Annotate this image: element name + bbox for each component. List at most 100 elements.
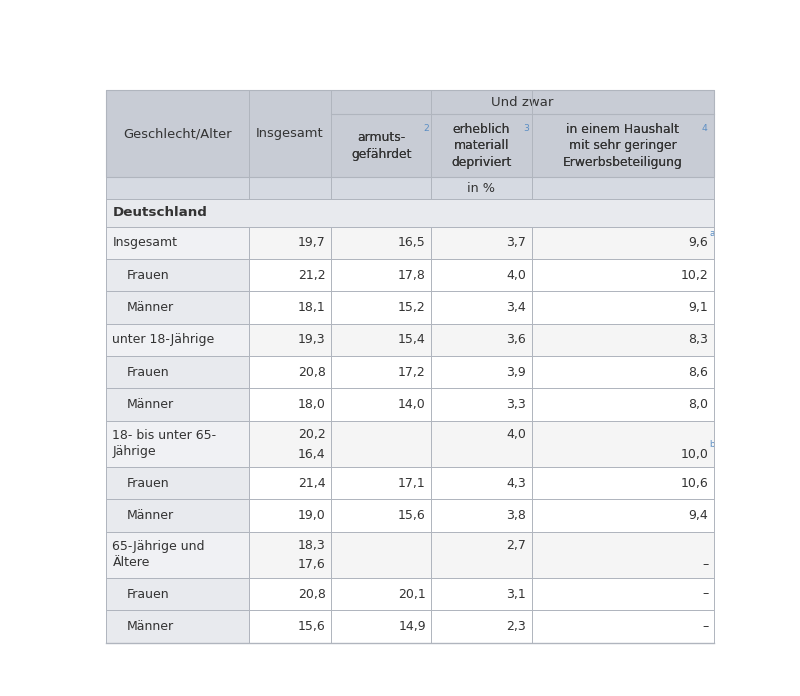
Bar — [249, 356, 331, 388]
Bar — [331, 499, 431, 532]
Text: Frauen: Frauen — [126, 587, 169, 601]
Text: –: – — [702, 558, 708, 571]
Text: 17,1: 17,1 — [398, 477, 426, 490]
Bar — [106, 467, 249, 499]
Text: 20,8: 20,8 — [298, 587, 326, 601]
Bar — [106, 532, 714, 578]
Bar — [249, 90, 331, 177]
Bar — [249, 388, 331, 421]
Text: erheblich
materiall
depriviert: erheblich materiall depriviert — [451, 123, 511, 169]
Bar — [249, 421, 331, 467]
Bar — [531, 578, 714, 610]
Bar — [249, 227, 331, 259]
Bar — [249, 578, 331, 610]
Bar — [106, 324, 249, 356]
Bar — [106, 388, 714, 421]
Text: 19,7: 19,7 — [298, 237, 326, 249]
Text: armuts-
gefährdet: armuts- gefährdet — [351, 131, 411, 161]
Text: Insgesamt: Insgesamt — [112, 237, 178, 249]
Bar — [431, 578, 531, 610]
Bar — [331, 421, 431, 467]
Bar — [331, 259, 431, 292]
Bar — [106, 199, 714, 227]
Text: Männer: Männer — [126, 509, 174, 522]
Bar — [431, 90, 531, 114]
Bar — [331, 388, 431, 421]
Bar — [431, 114, 531, 177]
Bar — [331, 467, 431, 499]
Bar — [431, 388, 531, 421]
Bar — [531, 227, 714, 259]
Bar — [431, 467, 531, 499]
Text: 20,8: 20,8 — [298, 366, 326, 379]
Text: 20,1: 20,1 — [398, 587, 426, 601]
Bar — [331, 114, 431, 177]
Bar — [106, 259, 249, 292]
Bar — [331, 292, 431, 324]
Text: 16,5: 16,5 — [398, 237, 426, 249]
Bar — [431, 292, 531, 324]
Text: 18,3: 18,3 — [298, 539, 326, 552]
Bar — [431, 177, 531, 199]
Bar — [249, 292, 331, 324]
Bar — [106, 421, 714, 467]
Text: 3,4: 3,4 — [506, 301, 526, 314]
Bar — [531, 90, 714, 114]
Bar — [106, 499, 714, 532]
Bar — [106, 499, 249, 532]
Bar — [331, 90, 431, 114]
Text: unter 18-Jährige: unter 18-Jährige — [112, 333, 214, 347]
Bar — [531, 421, 714, 467]
Text: b: b — [709, 441, 714, 450]
Bar — [431, 499, 531, 532]
Bar — [531, 177, 714, 199]
Text: in %: in % — [467, 182, 495, 195]
Bar — [531, 292, 714, 324]
Text: 14,0: 14,0 — [398, 398, 426, 411]
Text: Insgesamt: Insgesamt — [256, 127, 324, 140]
Bar — [106, 356, 249, 388]
Bar — [106, 227, 714, 259]
Bar — [531, 324, 714, 356]
Text: Deutschland: Deutschland — [113, 207, 208, 219]
Text: 15,6: 15,6 — [298, 620, 326, 633]
Text: 9,4: 9,4 — [689, 509, 708, 522]
Text: Frauen: Frauen — [126, 269, 169, 282]
Text: 3,1: 3,1 — [506, 587, 526, 601]
Text: 17,2: 17,2 — [398, 366, 426, 379]
Bar — [106, 199, 714, 227]
Text: 3,3: 3,3 — [506, 398, 526, 411]
Text: 4: 4 — [702, 125, 708, 134]
Bar — [531, 467, 714, 499]
Text: 3: 3 — [523, 125, 530, 134]
Bar — [331, 227, 431, 259]
Bar — [431, 532, 531, 578]
Text: 17,6: 17,6 — [298, 558, 326, 571]
Text: 15,2: 15,2 — [398, 301, 426, 314]
Text: 4,3: 4,3 — [506, 477, 526, 490]
Bar — [106, 532, 249, 578]
Bar — [531, 610, 714, 642]
Text: 15,6: 15,6 — [398, 509, 426, 522]
Text: 9,6: 9,6 — [689, 237, 708, 249]
Text: 2,3: 2,3 — [506, 620, 526, 633]
Bar — [531, 388, 714, 421]
Bar — [106, 421, 249, 467]
Bar — [331, 578, 431, 610]
Text: 19,0: 19,0 — [298, 509, 326, 522]
Text: –: – — [702, 587, 708, 601]
Bar — [331, 177, 431, 199]
Bar — [531, 356, 714, 388]
Bar — [106, 356, 714, 388]
Text: Männer: Männer — [126, 301, 174, 314]
Bar — [106, 324, 714, 356]
Bar — [106, 292, 249, 324]
Text: 8,6: 8,6 — [689, 366, 708, 379]
Text: 20,2: 20,2 — [298, 428, 326, 441]
Bar — [249, 177, 331, 199]
Bar — [531, 114, 714, 177]
Bar — [249, 259, 331, 292]
Text: Und zwar: Und zwar — [491, 95, 554, 109]
Text: 10,6: 10,6 — [681, 477, 708, 490]
Bar — [249, 467, 331, 499]
